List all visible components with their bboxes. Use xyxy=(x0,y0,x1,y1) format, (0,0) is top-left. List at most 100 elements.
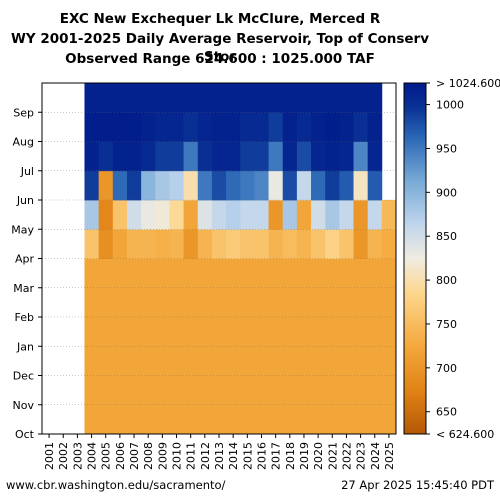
heatmap-cell xyxy=(169,200,184,230)
heatmap-cell xyxy=(240,141,255,172)
heatmap-cell xyxy=(226,287,241,318)
heatmap-cell xyxy=(84,112,100,142)
x-tick-label: 2007 xyxy=(128,442,141,470)
heatmap-cell xyxy=(155,112,170,142)
heatmap-cell xyxy=(98,141,114,172)
x-tick-label: 2012 xyxy=(199,442,212,470)
heatmap-cell xyxy=(183,287,199,318)
heatmap-cell xyxy=(296,287,312,318)
heatmap-cell xyxy=(226,404,241,435)
heatmap-cell xyxy=(353,200,369,230)
heatmap-cell xyxy=(367,287,383,318)
heatmap-cell xyxy=(98,229,114,259)
heatmap-cell xyxy=(169,258,184,289)
heatmap-cell xyxy=(126,170,142,201)
heatmap-cell xyxy=(282,141,298,172)
heatmap-cell xyxy=(268,229,284,259)
heatmap-cell xyxy=(197,170,213,201)
heatmap-cell xyxy=(183,258,199,289)
heatmap-cell xyxy=(197,112,213,142)
heatmap-cell xyxy=(367,404,383,435)
heatmap-cell xyxy=(296,141,312,172)
heatmap-cell xyxy=(339,346,354,376)
heatmap-cell xyxy=(155,200,170,230)
heatmap-cell xyxy=(325,375,340,406)
heatmap-cell xyxy=(311,258,326,289)
heatmap-cell xyxy=(282,287,298,318)
heatmap-cell xyxy=(126,141,142,172)
x-tick-label: 2008 xyxy=(142,442,155,470)
x-tick-label: 2006 xyxy=(114,442,127,470)
heatmap-cell xyxy=(367,83,383,113)
heatmap-cell xyxy=(282,170,298,201)
heatmap-cell xyxy=(353,229,369,259)
heatmap-cell xyxy=(84,83,100,113)
heatmap-cell xyxy=(112,258,128,289)
heatmap-cell xyxy=(296,200,312,230)
heatmap-cell xyxy=(353,170,369,201)
heatmap-cell xyxy=(240,83,255,113)
heatmap-cell xyxy=(296,375,312,406)
x-tick-label: 2001 xyxy=(43,442,56,470)
y-tick-label: Apr xyxy=(15,253,35,266)
x-tick-label: 2023 xyxy=(355,442,368,470)
x-tick-label: 2013 xyxy=(213,442,226,470)
heatmap-cell xyxy=(141,229,156,259)
heatmap-cell xyxy=(84,141,100,172)
heatmap-cell xyxy=(282,83,298,113)
heatmap-cell xyxy=(112,229,128,259)
heatmap-cell xyxy=(211,200,227,230)
heatmap-cell xyxy=(240,287,255,318)
heatmap-cell xyxy=(226,83,241,113)
heatmap-cell xyxy=(254,346,269,376)
colorbar-tick-label: 650 xyxy=(436,406,457,419)
y-tick-label: May xyxy=(11,223,34,236)
heatmap-cell xyxy=(211,346,227,376)
heatmap-cell xyxy=(254,404,269,435)
heatmap-cell xyxy=(268,83,284,113)
heatmap-cell xyxy=(311,317,326,347)
footer-timestamp: 27 Apr 2025 15:45:40 PDT xyxy=(341,478,494,492)
heatmap-cell xyxy=(325,287,340,318)
colorbar-tick-label: 1000 xyxy=(436,99,464,112)
heatmap-cell xyxy=(311,346,326,376)
heatmap-cell xyxy=(296,83,312,113)
heatmap-cell xyxy=(226,170,241,201)
heatmap-cell xyxy=(268,200,284,230)
heatmap-cell xyxy=(226,141,241,172)
heatmap-cell xyxy=(112,83,128,113)
heatmap-cell xyxy=(169,287,184,318)
y-tick-label: Dec xyxy=(13,370,34,383)
heatmap-cell xyxy=(311,287,326,318)
heatmap-cell xyxy=(197,200,213,230)
chart-subtitle: WY 2001-2025 Daily Average Reservoir, To… xyxy=(10,31,430,65)
heatmap-cell xyxy=(339,83,354,113)
heatmap-cell xyxy=(197,404,213,435)
heatmap-cell xyxy=(367,141,383,172)
colorbar-tick-label: 900 xyxy=(436,186,457,199)
heatmap-cell xyxy=(126,375,142,406)
heatmap-cell xyxy=(325,200,340,230)
heatmap-cell xyxy=(254,141,269,172)
heatmap-cell xyxy=(226,229,241,259)
heatmap-cell xyxy=(381,287,397,318)
heatmap-cell xyxy=(84,170,100,201)
y-tick-label: Oct xyxy=(15,428,35,441)
heatmap-cell xyxy=(254,287,269,318)
y-tick-label: Sep xyxy=(13,106,34,119)
heatmap-cell xyxy=(141,404,156,435)
heatmap-cell xyxy=(126,229,142,259)
heatmap-cell xyxy=(126,346,142,376)
heatmap-cell xyxy=(84,258,100,289)
heatmap-cell xyxy=(311,170,326,201)
heatmap-cell xyxy=(197,287,213,318)
heatmap-cell xyxy=(311,141,326,172)
colorbar-tick-label: 950 xyxy=(436,142,457,155)
heatmap-cell xyxy=(112,287,128,318)
heatmap-cell xyxy=(254,258,269,289)
heatmap-cell xyxy=(141,112,156,142)
heatmap-cell xyxy=(183,375,199,406)
heatmap-cell xyxy=(339,317,354,347)
heatmap-cell xyxy=(325,346,340,376)
